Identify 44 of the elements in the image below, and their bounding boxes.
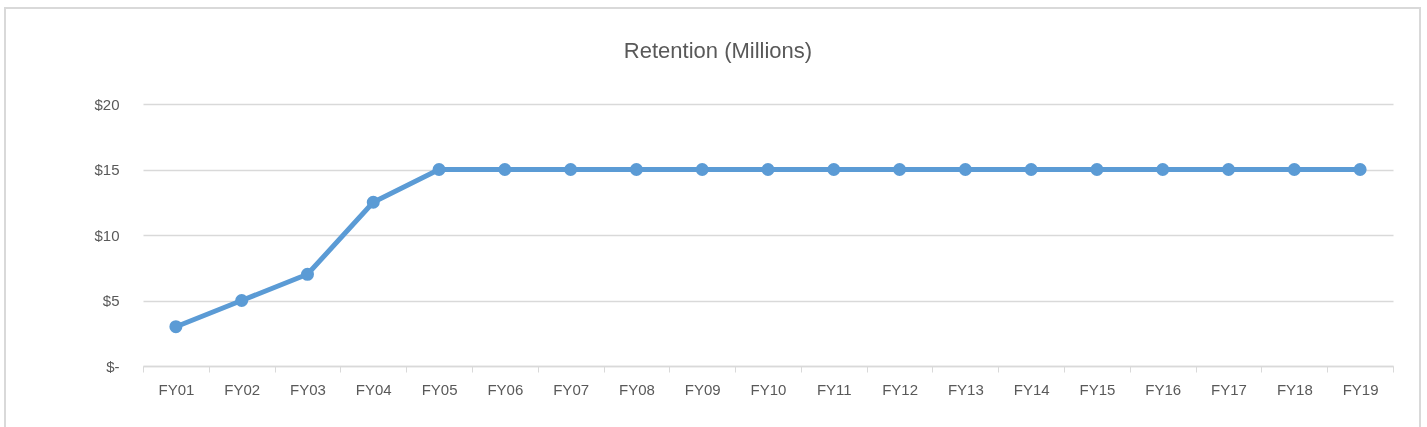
point [1353,162,1367,177]
point [1090,162,1104,177]
y-tick-label: $- [106,357,120,375]
x-tick-label: FY03 [290,380,326,398]
x-tick-label: FY19 [1342,380,1379,398]
point [300,267,314,281]
point [893,162,907,177]
point [761,162,775,177]
point [498,162,512,177]
x-tick-label: FY01 [158,380,195,398]
x-tick-label: FY02 [224,380,261,398]
point [1222,162,1236,177]
x-tick-label: FY08 [618,380,655,398]
y-tick-label: $20 [94,95,120,113]
y-tick-label: $15 [94,161,120,178]
x-tick-label: FY15 [1079,380,1116,398]
x-tick-label: FY04 [355,380,392,398]
x-tick-label: FY10 [750,380,787,398]
point [235,293,249,308]
point [827,162,841,177]
x-tick-label: FY11 [816,380,852,398]
point [366,195,380,209]
y-tick-label: $5 [102,292,120,309]
point [629,162,643,177]
point [958,162,972,177]
x-tick-label: FY06 [487,380,524,398]
x-tick-label: FY07 [553,380,590,398]
x-tick-label: FY17 [1211,380,1247,398]
chart-title: Retention (Millions) [623,38,813,63]
x-tick-label: FY18 [1276,380,1313,398]
point [564,162,578,177]
x-tick-label: FY12 [882,380,919,398]
y-tick-label: $10 [94,226,120,244]
point [432,162,446,177]
x-tick-label: FY05 [421,380,458,398]
point [695,162,709,177]
x-tick-label: FY09 [684,380,721,398]
point [169,320,183,334]
point [1156,162,1170,177]
x-tick-label: FY13 [947,380,984,398]
point [1287,162,1301,177]
x-tick-label: FY16 [1145,380,1182,398]
point [1024,162,1038,177]
x-tick-label: FY14 [1013,380,1050,398]
